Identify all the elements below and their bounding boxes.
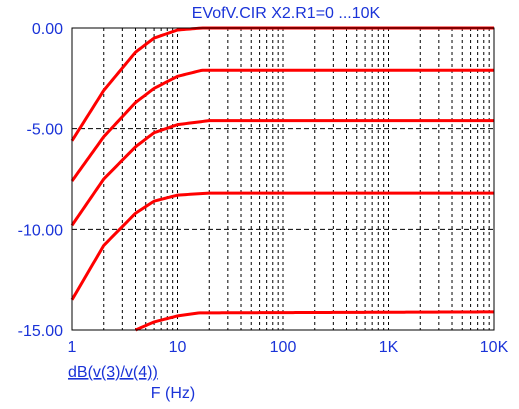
x-tick-labels: 1 10 100 1K 10K — [68, 339, 509, 356]
chart-title: EVofV.CIR X2.R1=0 ...10K — [192, 5, 381, 22]
grid — [72, 28, 494, 330]
y-tick-labels: 0.00 -5.00 -10.00 -15.00 — [18, 21, 63, 340]
y-tick-label: 0.00 — [32, 21, 63, 38]
x-axis-label: F (Hz) — [151, 385, 195, 402]
y-tick-label: -10.00 — [18, 222, 63, 239]
series-line-3 — [70, 119, 494, 227]
x-tick-label: 1K — [379, 339, 399, 356]
series-line-4 — [70, 191, 494, 301]
series-line-2 — [70, 68, 494, 182]
x-tick-label: 10K — [480, 339, 509, 356]
x-tick-label: 10 — [169, 339, 187, 356]
x-tick-label: 100 — [270, 339, 297, 356]
series-line-5 — [134, 310, 495, 332]
x-tick-label: 1 — [68, 339, 77, 356]
y-tick-label: -15.00 — [18, 323, 63, 340]
plot-frame — [71, 27, 495, 331]
y-tick-label: -5.00 — [27, 122, 64, 139]
plot-border — [71, 27, 495, 331]
y-axis-label[interactable]: dB(v(3)/v(4)) — [68, 364, 158, 381]
